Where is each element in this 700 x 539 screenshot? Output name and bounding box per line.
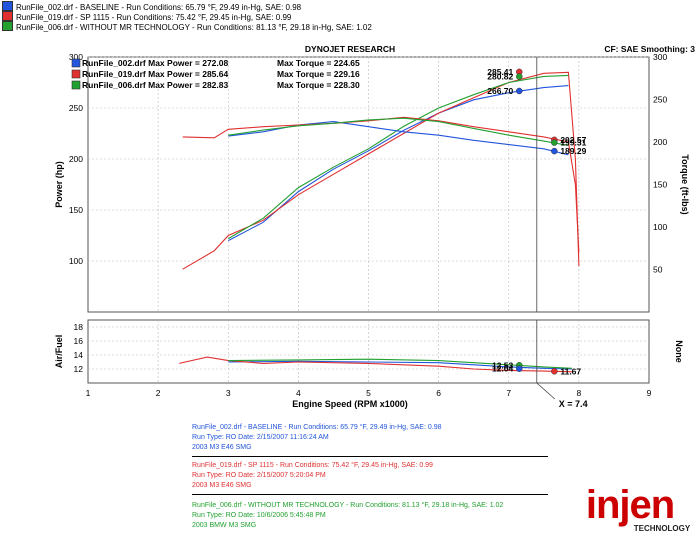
legend-swatch: [71, 58, 81, 68]
afr-tick-label: 16: [74, 336, 84, 346]
torque-tick-label: 150: [653, 180, 667, 190]
value-marker-label: 285.41: [487, 67, 513, 77]
value-marker: [551, 139, 558, 146]
series-line-power-2: [182, 71, 580, 270]
power-tick-label: 250: [69, 103, 83, 113]
series-line-torque-2: [182, 116, 580, 253]
legend-power-text: RunFile_002.drf Max Power = 272.08: [82, 58, 228, 68]
separator-rule: [192, 494, 548, 495]
separator-rule: [192, 456, 548, 457]
power-tick-label: 150: [69, 205, 83, 215]
series-line-torque-3: [228, 117, 569, 146]
afr-tick-label: 12: [74, 364, 84, 374]
run-info-line: 2003 M3 E46 SMG: [192, 482, 252, 489]
torque-tick-label: 200: [653, 137, 667, 147]
header-run-text: RunFile_006.drf - WITHOUT MR TECHNOLOGY …: [16, 23, 372, 32]
dyno-chart: DYNOJET RESEARCH CF: SAE Smoothing: 3 100 1…: [54, 44, 695, 409]
x-axis-title: Engine Speed (RPM x1000): [292, 399, 408, 409]
value-marker-label: 189.29: [560, 146, 586, 156]
torque-tick-label: 300: [653, 52, 667, 62]
value-marker-label: 12.04: [492, 364, 514, 374]
header-run-2: RunFile_019.drf - SP 1115 - Run Conditio…: [0, 11, 291, 23]
torque-tick-label: 50: [653, 265, 663, 275]
series-line-power-3: [228, 74, 569, 240]
run-info-1: RunFile_002.drf - BASELINE - Run Conditi…: [192, 423, 548, 457]
rpm-tick-label: 5: [366, 388, 371, 398]
run-info-line: 2003 M3 E46 SMG: [192, 444, 252, 451]
run-info-line: RunFile_006.drf - WITHOUT MR TECHNOLOGY …: [192, 502, 504, 509]
afr-tick-label: 14: [74, 350, 84, 360]
logo-subtext: TECHNOLOGY: [634, 524, 691, 533]
torque-tick-label: 250: [653, 95, 667, 105]
header-run-1: RunFile_002.drf - BASELINE - Run Conditi…: [0, 1, 301, 13]
value-marker: [551, 147, 558, 155]
legend-torque-text: Max Torque = 228.30: [277, 80, 360, 90]
run-swatch: [2, 1, 13, 11]
legend-swatch: [71, 80, 81, 90]
value-marker: [516, 365, 523, 372]
run-info-line: 2003 BMW M3 SMG: [192, 522, 257, 529]
header-run-text: RunFile_002.drf - BASELINE - Run Conditi…: [16, 3, 302, 12]
rpm-tick-label: 9: [647, 388, 652, 398]
cursor-label: X = 7.4: [559, 399, 588, 409]
power-tick-label: 100: [69, 256, 83, 266]
rpm-tick-label: 4: [296, 388, 301, 398]
chart-title: DYNOJET RESEARCH: [305, 44, 395, 54]
run-info-line: RunFile_019.drf - SP 1115 - Run Conditio…: [192, 462, 433, 469]
value-marker-label: 202.57: [560, 135, 586, 145]
rpm-tick-label: 3: [226, 388, 231, 398]
value-marker-label: 12.53: [492, 360, 514, 370]
run-info-line: RunFile_002.drf - BASELINE - Run Conditi…: [192, 424, 442, 431]
y-axis-title: Power (hp): [54, 161, 64, 208]
run-info-2: RunFile_019.drf - SP 1115 - Run Conditio…: [192, 461, 548, 495]
afr-series-line-3: [228, 358, 572, 369]
run-info-line: Run Type: RO Date: 10/6/2006 5:45:48 PM: [192, 512, 326, 519]
afr-tick-label: 18: [74, 322, 84, 332]
run-info-line: Run Type: RO Date: 2/15/2007 5:20:04 PM: [192, 472, 326, 479]
torque-tick-label: 100: [653, 222, 667, 232]
rpm-tick-label: 8: [577, 388, 582, 398]
value-marker: [516, 73, 523, 80]
y2-axis-title: Torque (ft-lbs): [680, 154, 690, 214]
run-info-3: RunFile_006.drf - WITHOUT MR TECHNOLOGY …: [192, 501, 548, 531]
value-marker: [516, 87, 523, 95]
logo-wordmark: injen: [586, 486, 674, 527]
power-tick-label: 200: [69, 154, 83, 164]
injen-logo: injen TECHNOLOGY: [586, 486, 691, 533]
value-marker-label: 266.70: [487, 86, 513, 96]
value-marker-label: 11.67: [560, 366, 581, 376]
header-run-text: RunFile_019.drf - SP 1115 - Run Conditio…: [16, 13, 292, 22]
cf-label: CF: SAE Smoothing: 3: [604, 44, 695, 54]
legend-swatch: [71, 69, 81, 79]
rpm-tick-label: 6: [436, 388, 441, 398]
run-info-line: Run Type: RO Date: 2/15/2007 11:16:24 AM: [192, 434, 329, 441]
rpm-tick-label: 2: [156, 388, 161, 398]
run-swatch: [2, 21, 13, 31]
legend-power-text: RunFile_019.drf Max Power = 285.64: [82, 69, 228, 79]
run-swatch: [2, 11, 13, 21]
power-tick-label: 300: [69, 52, 83, 62]
afr-axis-title: Air/Fuel: [54, 335, 64, 369]
legend-torque-text: Max Torque = 229.16: [277, 69, 360, 79]
value-marker-label: 280.82: [487, 72, 513, 82]
header-run-3: RunFile_006.drf - WITHOUT MR TECHNOLOGY …: [0, 21, 372, 33]
rpm-tick-label: 7: [506, 388, 511, 398]
afr-series-line-1: [228, 360, 572, 370]
legend-torque-text: Max Torque = 224.65: [277, 58, 360, 68]
cursor-leader: [536, 382, 556, 400]
value-marker: [551, 368, 558, 375]
afr-y2-axis-title: None: [674, 340, 684, 363]
value-marker-label: 199.31: [560, 138, 586, 148]
rpm-tick-label: 1: [86, 388, 91, 398]
legend-power-text: RunFile_006.drf Max Power = 282.83: [82, 80, 228, 90]
